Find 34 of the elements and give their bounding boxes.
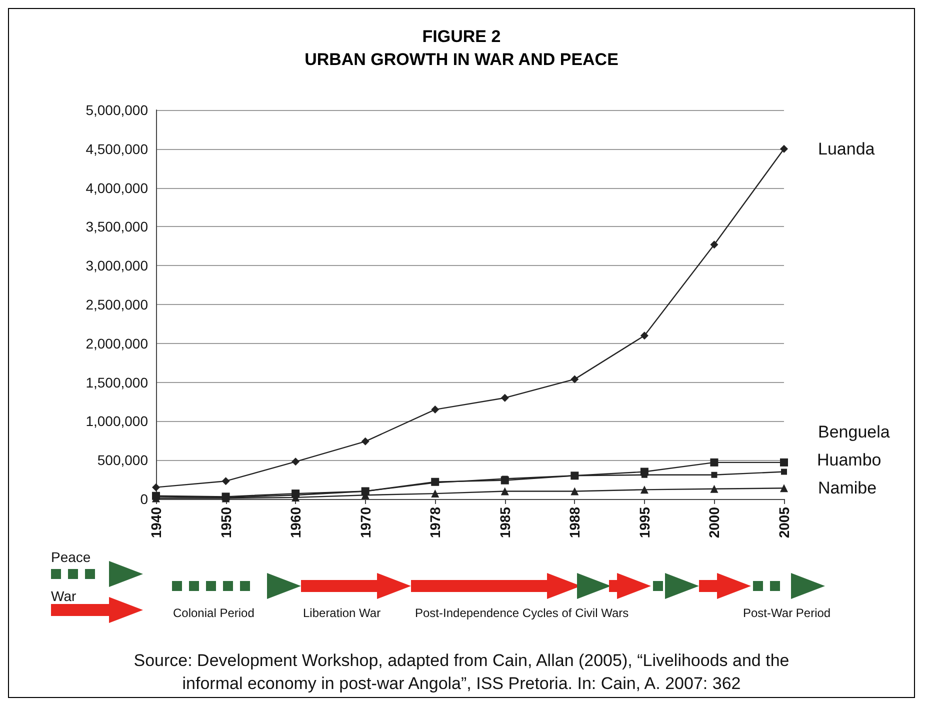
x-tick-label: 2000: [706, 506, 722, 538]
x-tick-label: 1950: [218, 506, 234, 538]
text: Peace: [51, 549, 91, 565]
y-tick-label: 1,500,000: [86, 374, 148, 390]
y-tick-label: 5,000,000: [86, 102, 148, 118]
x-tick-label: 1960: [288, 506, 304, 538]
x-tick-label: 1995: [636, 506, 652, 538]
x-tick-label: 2005: [776, 506, 792, 538]
chart-subtitle: URBAN GROWTH IN WAR AND PEACE: [304, 50, 618, 69]
y-tick-label: 1,000,000: [86, 413, 148, 430]
series-label: Luanda: [818, 139, 876, 158]
x-tick-label: 1940: [148, 506, 164, 538]
x-tick-label: 1988: [566, 506, 583, 538]
source-note: Source: Development Workshop, adapted from Cain, Allan (2005), “Livelihoods and the informal economy in post-war Angola”, ISS Pretoria. In: Cain, A. 2007: 362: [132, 650, 790, 695]
series-label: Namibe: [818, 478, 877, 498]
text: Colonial Period: [173, 606, 254, 620]
y-tick-label: 0: [140, 491, 148, 507]
y-tick-label: 500,000: [97, 452, 148, 468]
x-tick-label: 1978: [427, 506, 444, 538]
x-tick-label: 1985: [496, 506, 513, 538]
text: War: [51, 588, 76, 604]
text: Benguela: [818, 422, 890, 442]
y-tick-label: 4,000,000: [86, 180, 148, 196]
y-tick-label: 2,000,000: [86, 335, 148, 352]
text: Post-War Period: [743, 606, 831, 620]
text: Liberation War: [303, 606, 381, 620]
x-tick-label: 1970: [357, 506, 374, 538]
y-tick-label: 3,500,000: [86, 218, 148, 235]
text: Post-Independence Cycles of Civil Wars: [415, 606, 629, 620]
y-tick-label: 2,500,000: [86, 296, 148, 312]
y-tick-label: 4,500,000: [86, 140, 148, 157]
chart-title: FIGURE 2: [422, 27, 501, 46]
series-label: Huambo: [817, 450, 882, 470]
y-tick-label: 3,000,000: [86, 258, 148, 274]
